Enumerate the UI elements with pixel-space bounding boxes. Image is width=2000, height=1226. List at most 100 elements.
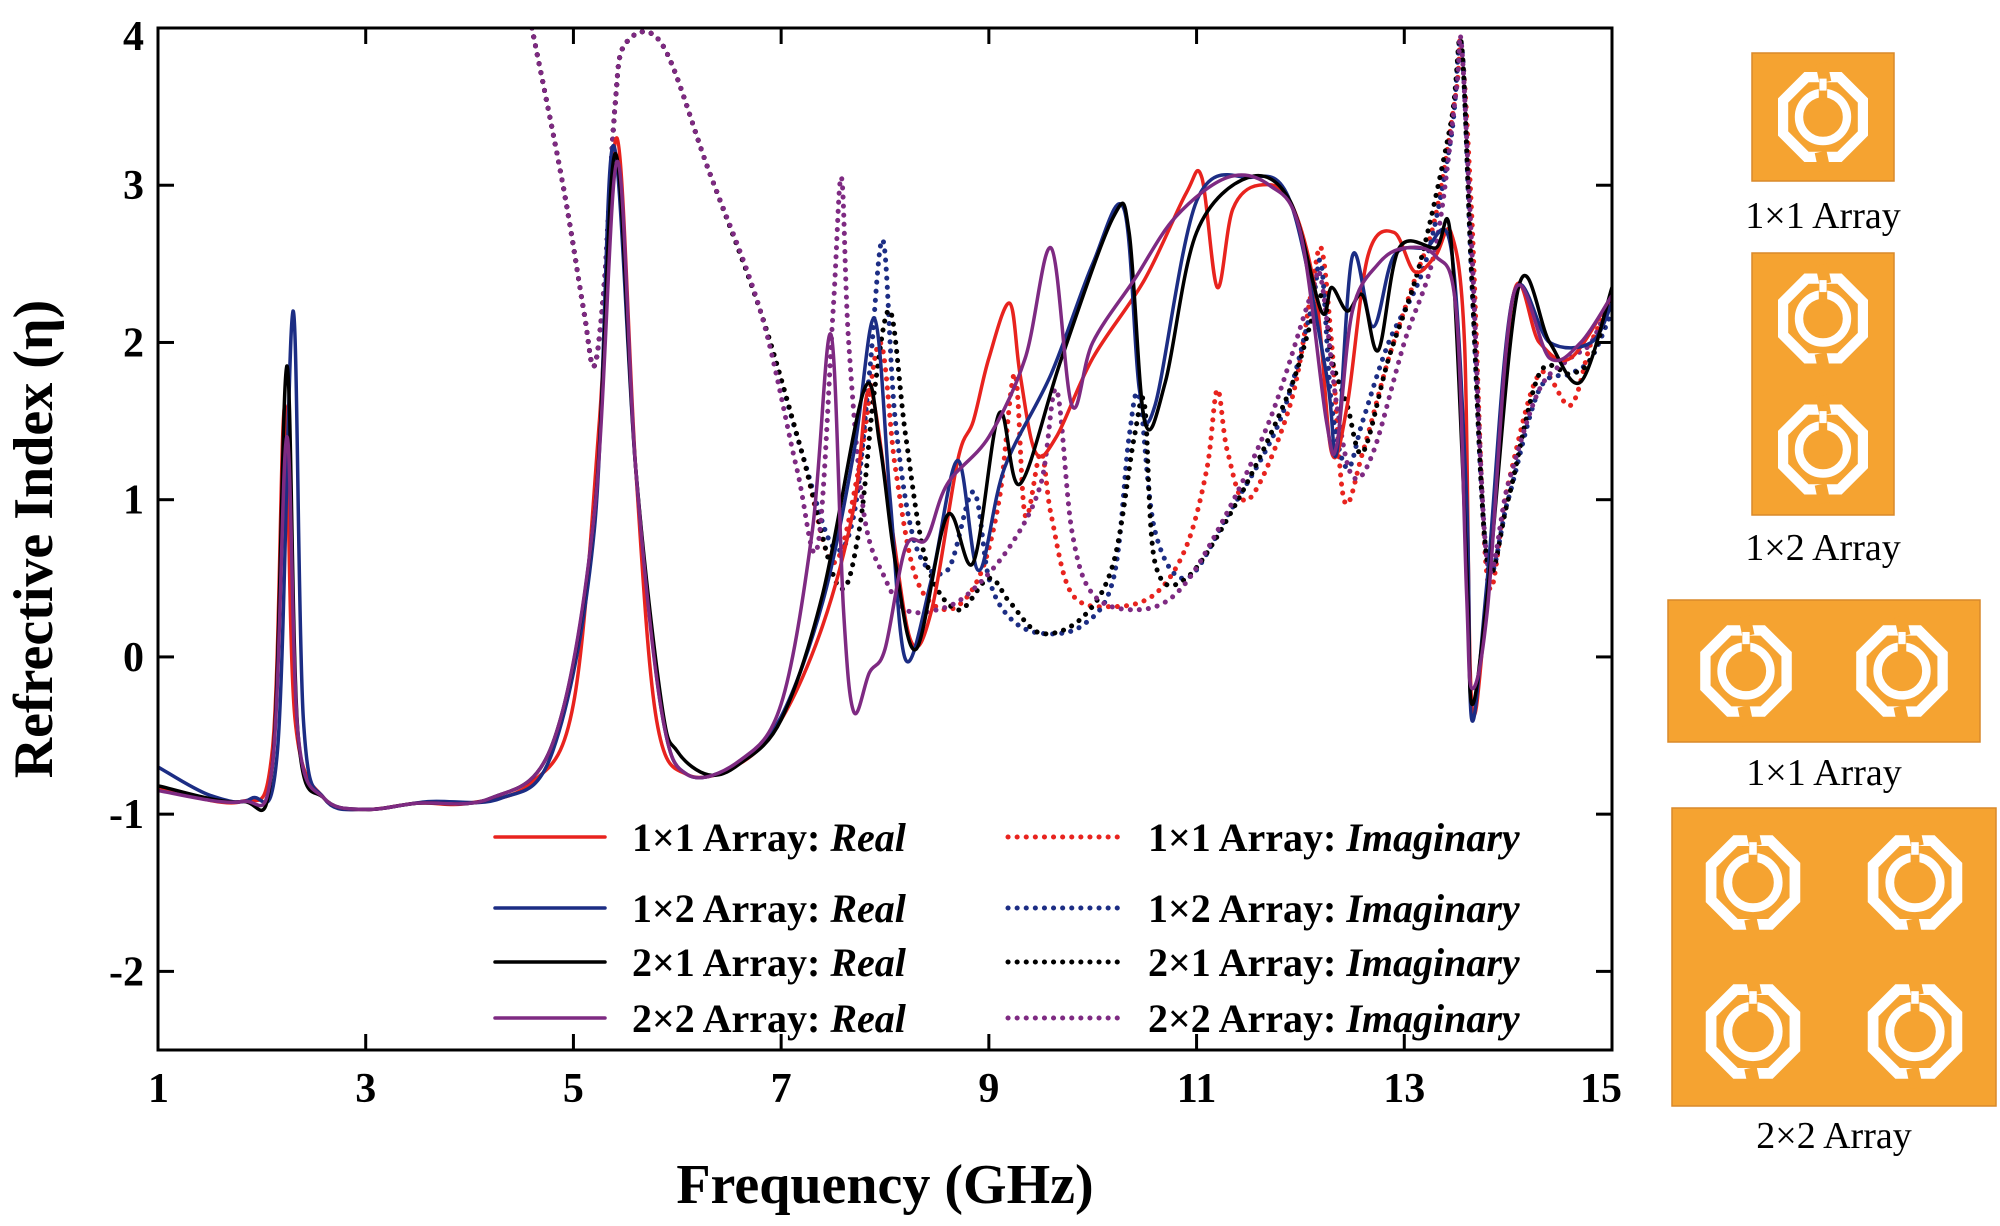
inner-ring-gap [1897,639,1907,654]
y-tick-label: -2 [109,949,144,995]
legend-array-name: 1×2 Array: [1148,886,1346,931]
legend-kind: Imaginary [1345,886,1520,931]
y-axis-title: Refrective Index (η) [3,300,65,779]
legend-array-name: 1×1 Array: [632,815,830,860]
outer-ring-gap [1815,394,1832,416]
x-tick-label: 1 [148,1066,169,1112]
outer-ring-gap [1814,150,1831,172]
legend-array-name: 2×2 Array: [632,996,830,1041]
outer-ring [1856,625,1948,717]
outer-ring [1700,625,1792,717]
inner-ring-gap [1818,85,1828,101]
inner-ring-gap [1818,287,1828,302]
legend-label-1x2-array-imaginary: 1×2 Array: Imaginary [1148,886,1520,931]
x-tick-label: 3 [355,1066,376,1112]
legend-kind: Real [829,886,906,931]
split-ring-resonator [1856,615,1948,727]
legend-label-2x1-array-imaginary: 2×1 Array: Imaginary [1148,940,1520,985]
array-panel-label: 2×2 Array [1756,1115,1911,1157]
legend-array-name: 2×1 Array: [1148,940,1346,985]
legend-kind: Real [829,815,906,860]
outer-ring [1777,71,1869,162]
array-panel-4: 2×2 Array [1671,807,1997,1157]
y-tick-label: 2 [123,320,144,366]
x-tick-label: 5 [563,1066,584,1112]
legend-array-name: 1×2 Array: [632,886,830,931]
series-line-2x2-array-real [158,159,1612,812]
split-ring-resonator [1867,973,1963,1090]
legend-kind: Real [829,940,906,985]
array-panel-1: 1×1 Array [1745,52,1901,237]
array-diagrams: 1×1 Array 1×2 Array 1×1 Array 2×2 Array [1667,52,1997,1157]
split-ring-resonator [1705,973,1801,1090]
outer-ring-gap [1745,824,1762,848]
legend-array-name: 2×1 Array: [632,940,830,985]
split-ring-resonator [1777,394,1869,505]
outer-ring-gap [1814,352,1831,374]
outer-ring-gap [1893,705,1910,727]
outer-ring [1867,984,1963,1079]
array-panel-label: 1×2 Array [1745,527,1900,569]
split-ring-resonator [1700,615,1792,727]
outer-ring [1777,404,1869,495]
series-layer [158,28,1612,813]
x-tick-label: 7 [771,1066,792,1112]
outer-ring-gap [1737,705,1754,727]
array-panel-label: 1×1 Array [1746,752,1901,794]
legend-kind: Imaginary [1345,996,1520,1041]
inner-ring-gap [1748,849,1758,865]
outer-ring-gap [1815,62,1832,84]
inner-ring-gap [1748,998,1758,1014]
outer-ring-gap [1907,973,1924,997]
split-ring-resonator [1705,824,1801,941]
legend-array-name: 1×1 Array: [1148,815,1346,860]
y-tick-label: 0 [123,635,144,681]
outer-ring-gap [1906,917,1923,941]
outer-ring-gap [1744,917,1761,941]
outer-ring-gap [1814,483,1831,505]
x-tick-label: 11 [1177,1066,1217,1112]
array-panel-2: 1×2 Array [1745,252,1901,569]
outer-ring-gap [1894,615,1911,637]
legend-label-1x1-array-imaginary: 1×1 Array: Imaginary [1148,815,1520,860]
x-tick-label: 9 [978,1066,999,1112]
outer-ring-gap [1815,263,1832,285]
outer-ring [1867,835,1963,930]
x-axis-title: Frequency (GHz) [676,1154,1093,1216]
legend-array-name: 2×2 Array: [1148,996,1346,1041]
substrate [1667,599,1981,743]
plot-frame [156,26,1614,1052]
x-tick-label: 13 [1383,1066,1425,1112]
inner-ring-gap [1818,418,1828,433]
legend-label-1x1-array-real: 1×1 Array: Real [632,815,907,860]
legend-label-2x2-array-real: 2×2 Array: Real [632,996,907,1041]
legend-label-1x2-array-real: 1×2 Array: Real [632,886,907,931]
outer-ring [1777,273,1869,364]
outer-ring-gap [1744,1066,1761,1090]
inner-ring-gap [1741,639,1751,654]
array-panel-3: 1×1 Array [1667,599,1981,794]
array-panel-label: 1×1 Array [1745,195,1900,237]
outer-ring [1705,984,1801,1079]
y-tick-label: 4 [123,14,144,60]
y-tick-label: -1 [109,792,144,838]
legend-kind: Real [829,996,906,1041]
y-tick-label: 3 [123,163,144,209]
split-ring-resonator [1777,62,1869,172]
outer-ring-gap [1907,824,1924,848]
split-ring-resonator [1777,263,1869,374]
x-tick-label: 15 [1580,1066,1622,1112]
legend-label-2x1-array-real: 2×1 Array: Real [632,940,907,985]
inner-ring-gap [1910,998,1920,1014]
outer-ring [1705,835,1801,930]
outer-ring-gap [1738,615,1755,637]
split-ring-resonator [1867,824,1963,941]
outer-ring-gap [1745,973,1762,997]
legend-label-2x2-array-imaginary: 2×2 Array: Imaginary [1148,996,1520,1041]
legend-kind: Imaginary [1345,940,1520,985]
outer-ring-gap [1906,1066,1923,1090]
legend-kind: Imaginary [1345,815,1520,860]
